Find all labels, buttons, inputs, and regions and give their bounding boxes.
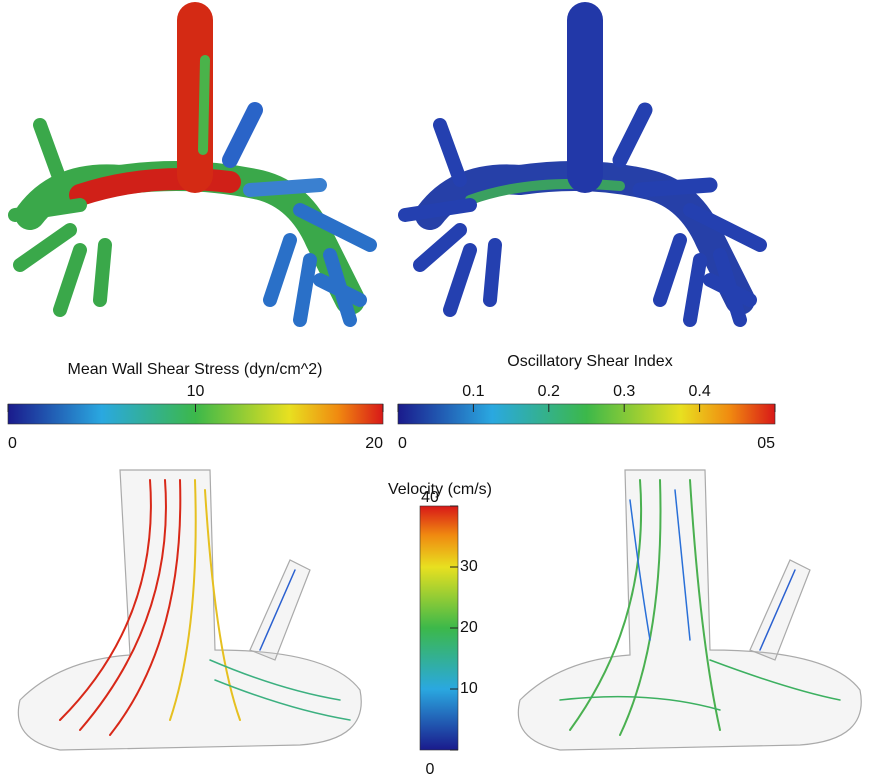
- tick-label: 10: [187, 383, 205, 400]
- figure: Mean Wall Shear Stress (dyn/cm^2) 0 10 20 Os…: [0, 0, 887, 778]
- tick-label: 20: [460, 619, 478, 636]
- tick-label: 30: [460, 558, 478, 575]
- tick-label: 20: [365, 435, 383, 452]
- colorbar-title: Velocity (cm/s): [388, 481, 492, 498]
- tick-label: 0.4: [688, 383, 710, 400]
- tick-label: 0: [398, 435, 407, 452]
- tick-label: 0: [8, 435, 17, 452]
- wss-model: [15, 20, 370, 320]
- osi-model: [405, 20, 760, 320]
- tick-label: 0.2: [538, 383, 560, 400]
- colorbar: [398, 404, 775, 424]
- tick-label: 0.3: [613, 383, 635, 400]
- tick-label: 0: [426, 761, 435, 778]
- tick-label: 40: [421, 489, 439, 506]
- tick-label: 0.1: [462, 383, 484, 400]
- tick-label: 10: [460, 680, 478, 697]
- colorbar-title: Oscillatory Shear Index: [507, 353, 672, 370]
- streamlines-right: [518, 470, 861, 750]
- tick-label: 05: [757, 435, 775, 452]
- colorbar-title: Mean Wall Shear Stress (dyn/cm^2): [68, 361, 323, 378]
- streamlines-left: [18, 470, 361, 750]
